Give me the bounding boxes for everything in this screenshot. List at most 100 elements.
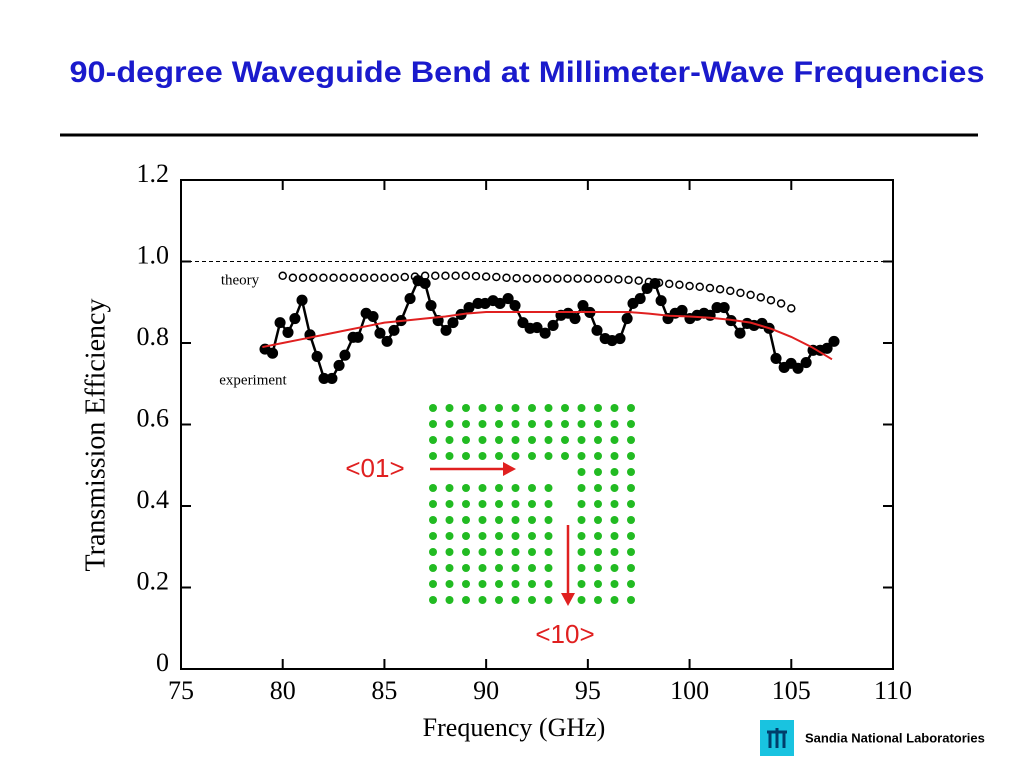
experiment-point bbox=[404, 293, 416, 305]
rod bbox=[594, 500, 602, 508]
rod bbox=[594, 564, 602, 572]
experiment-point bbox=[577, 299, 589, 312]
rod bbox=[594, 452, 602, 460]
experiment-point bbox=[649, 277, 661, 290]
theory-point bbox=[298, 273, 308, 283]
experiment-point bbox=[828, 335, 840, 347]
theory-point bbox=[441, 271, 450, 281]
rod bbox=[627, 484, 635, 492]
experiment-point bbox=[388, 324, 400, 336]
rod bbox=[429, 436, 437, 444]
x-tick-label: 100 bbox=[670, 676, 709, 705]
rod bbox=[495, 596, 503, 604]
rod bbox=[610, 596, 619, 604]
theory-point bbox=[553, 274, 562, 283]
theory-point bbox=[583, 274, 593, 283]
logo-mark bbox=[767, 728, 787, 748]
rod bbox=[462, 500, 470, 508]
plot-frame bbox=[180, 179, 894, 670]
rod bbox=[544, 532, 553, 540]
theory-point bbox=[471, 271, 481, 281]
rod bbox=[610, 548, 619, 556]
rod bbox=[544, 484, 553, 492]
experiment-point bbox=[274, 317, 286, 329]
experiment-point bbox=[289, 313, 301, 325]
rod bbox=[594, 516, 602, 524]
inset-label: <01> bbox=[345, 453, 404, 483]
experiment-point bbox=[425, 299, 437, 312]
rod bbox=[577, 420, 586, 428]
rod bbox=[511, 532, 520, 540]
theory-point bbox=[522, 274, 532, 283]
experiment-point bbox=[591, 324, 603, 336]
experiment-point bbox=[614, 332, 626, 345]
rod bbox=[561, 420, 569, 428]
experiment-point bbox=[463, 301, 475, 314]
rod bbox=[495, 516, 503, 524]
theory-point bbox=[492, 272, 501, 282]
rod bbox=[445, 532, 454, 540]
rod bbox=[478, 420, 487, 428]
theory-point bbox=[695, 282, 704, 292]
rod bbox=[478, 436, 487, 444]
rod bbox=[528, 516, 536, 524]
theory-point bbox=[308, 273, 318, 283]
rod bbox=[544, 580, 553, 588]
rod bbox=[445, 564, 454, 572]
theory-point bbox=[715, 284, 725, 294]
rod bbox=[610, 404, 619, 412]
rod bbox=[594, 596, 602, 604]
rod bbox=[528, 548, 536, 556]
rod bbox=[511, 436, 520, 444]
rod bbox=[495, 404, 503, 412]
rod bbox=[495, 580, 503, 588]
experiment-point bbox=[734, 327, 746, 339]
footer: Sandia National Laboratories bbox=[805, 730, 985, 745]
rod bbox=[429, 580, 437, 588]
theory-point bbox=[329, 273, 338, 283]
rod bbox=[544, 436, 553, 444]
theory-point bbox=[512, 273, 521, 283]
rod bbox=[528, 596, 536, 604]
rod bbox=[478, 452, 487, 460]
y-tick-label: 0.6 bbox=[137, 403, 170, 432]
rod bbox=[495, 532, 503, 540]
rod bbox=[511, 580, 520, 588]
rod bbox=[462, 452, 470, 460]
rod bbox=[495, 484, 503, 492]
y-tick-label: 0.4 bbox=[137, 485, 170, 514]
rod bbox=[528, 404, 536, 412]
rod bbox=[627, 436, 635, 444]
rod bbox=[577, 564, 586, 572]
rod bbox=[445, 436, 454, 444]
rod bbox=[544, 452, 553, 460]
theory-point bbox=[746, 290, 755, 300]
rod bbox=[511, 452, 520, 460]
rod bbox=[610, 436, 619, 444]
rod bbox=[594, 532, 602, 540]
rod bbox=[544, 548, 553, 556]
rod bbox=[478, 532, 487, 540]
theory-point bbox=[400, 272, 410, 282]
theory-point bbox=[726, 286, 735, 296]
experiment-point bbox=[326, 372, 338, 385]
theory-point bbox=[603, 274, 613, 284]
theory-point bbox=[390, 273, 399, 283]
rod bbox=[478, 404, 487, 412]
rod bbox=[495, 452, 503, 460]
y-tick-label: 0 bbox=[156, 648, 169, 677]
rod bbox=[577, 484, 586, 492]
rod bbox=[495, 548, 503, 556]
theory-point bbox=[349, 273, 359, 283]
rod bbox=[528, 564, 536, 572]
rod bbox=[627, 404, 635, 412]
rod bbox=[445, 516, 454, 524]
rod bbox=[544, 596, 553, 604]
rod bbox=[627, 500, 635, 508]
rod bbox=[627, 420, 635, 428]
experiment-point bbox=[531, 321, 543, 334]
experiment-point bbox=[333, 359, 345, 371]
theory-point bbox=[664, 279, 674, 289]
rod bbox=[478, 580, 487, 588]
rod bbox=[627, 532, 635, 540]
